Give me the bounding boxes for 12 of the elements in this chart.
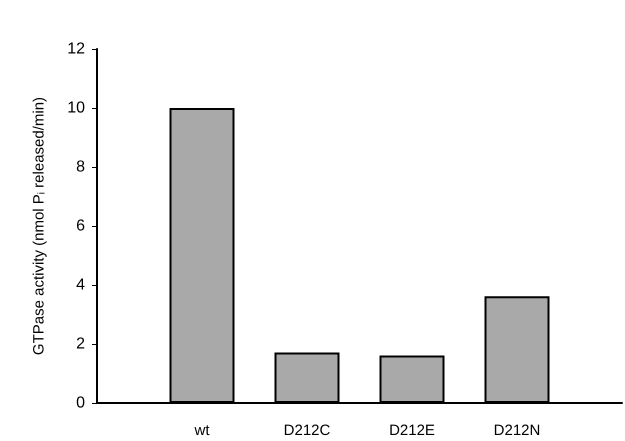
y-tick-label: 2 <box>76 336 86 352</box>
y-tick-label: 12 <box>67 40 86 58</box>
y-axis-title: GTPase activity (nmol Pi released/min) <box>30 96 48 356</box>
x-tick-label: D212C <box>284 422 331 439</box>
x-tick-label: wt <box>194 422 210 439</box>
x-tick-label: D212E <box>389 422 435 439</box>
x-tick-label: D212N <box>494 422 540 439</box>
y-tick-label: 0 <box>76 394 86 412</box>
y-tick-label: 10 <box>67 100 86 116</box>
y-tick-label: 4 <box>76 276 86 294</box>
y-tick-label: 8 <box>76 158 86 176</box>
y-tick-label: 6 <box>76 218 86 234</box>
